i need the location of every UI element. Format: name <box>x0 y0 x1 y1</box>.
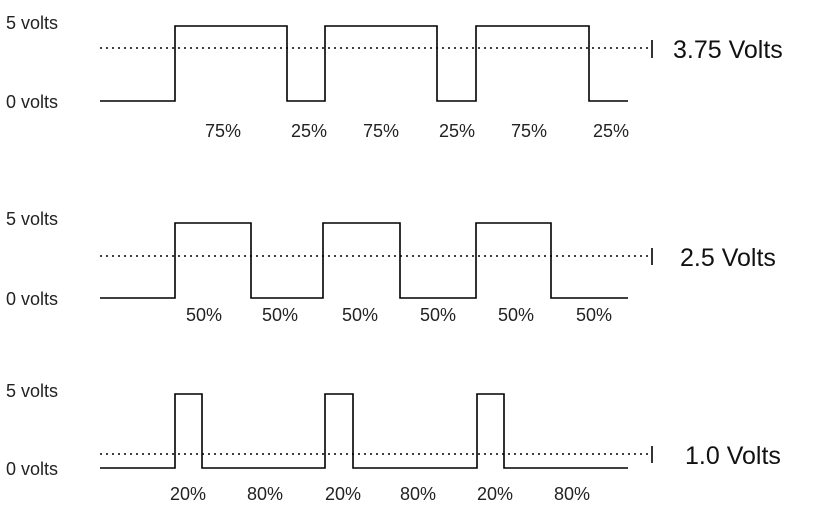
percent-label: 80% <box>400 484 436 504</box>
low-voltage-label: 0 volts <box>6 289 58 309</box>
panel-duty-75: 5 volts 0 volts 3.75 Volts 75% 25% 75% 2… <box>6 13 783 141</box>
percent-label: 50% <box>342 305 378 325</box>
low-voltage-label: 0 volts <box>6 459 58 479</box>
pwm-waveform <box>100 25 628 102</box>
pwm-waveform <box>100 222 628 299</box>
percent-labels: 75% 25% 75% 25% 75% 25% <box>205 121 629 141</box>
percent-label: 20% <box>325 484 361 504</box>
percent-label: 50% <box>576 305 612 325</box>
percent-label: 80% <box>554 484 590 504</box>
percent-label: 75% <box>205 121 241 141</box>
percent-label: 50% <box>186 305 222 325</box>
average-voltage-label: 1.0 Volts <box>685 442 781 470</box>
percent-labels: 50% 50% 50% 50% 50% 50% <box>186 305 612 325</box>
average-voltage-label: 3.75 Volts <box>673 36 783 64</box>
high-voltage-label: 5 volts <box>6 209 58 229</box>
percent-label: 75% <box>363 121 399 141</box>
high-voltage-label: 5 volts <box>6 13 58 33</box>
percent-label: 25% <box>439 121 475 141</box>
percent-labels: 20% 80% 20% 80% 20% 80% <box>170 484 590 504</box>
pwm-waveform <box>100 393 628 469</box>
percent-label: 20% <box>477 484 513 504</box>
average-voltage-label: 2.5 Volts <box>680 244 776 272</box>
percent-label: 80% <box>247 484 283 504</box>
panel-duty-20: 5 volts 0 volts 1.0 Volts 20% 80% 20% 80… <box>6 381 781 504</box>
low-voltage-label: 0 volts <box>6 92 58 112</box>
percent-label: 75% <box>511 121 547 141</box>
percent-label: 25% <box>291 121 327 141</box>
percent-label: 20% <box>170 484 206 504</box>
panel-duty-50: 5 volts 0 volts 2.5 Volts 50% 50% 50% 50… <box>6 209 776 325</box>
percent-label: 50% <box>498 305 534 325</box>
percent-label: 50% <box>420 305 456 325</box>
percent-label: 50% <box>262 305 298 325</box>
high-voltage-label: 5 volts <box>6 381 58 401</box>
percent-label: 25% <box>593 121 629 141</box>
